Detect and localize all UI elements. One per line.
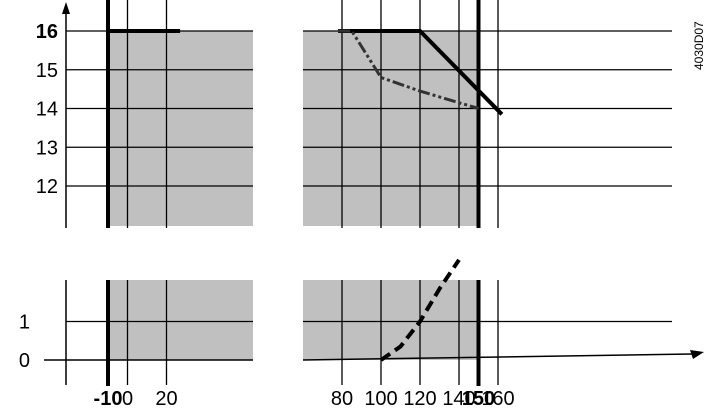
limit-lines: [106, 0, 481, 386]
y-tick-label: 14: [36, 99, 58, 121]
x-tick-label: 80: [331, 388, 353, 410]
shade-lower-left: [108, 280, 253, 360]
shade-lower-right: [303, 280, 479, 360]
x-tick-label: 160: [481, 388, 514, 410]
x-axis-arrow: [690, 350, 704, 359]
y-tick-label: 16: [36, 21, 58, 43]
shade-upper-right: [303, 31, 479, 226]
axes: [44, 2, 704, 385]
y-tick-label: 0: [19, 350, 30, 372]
series-lower-dashed: [379, 258, 461, 362]
x-tick-label: 0: [122, 388, 133, 410]
x-axis-right: [302, 353, 693, 361]
y-tick-label: 13: [36, 137, 58, 159]
series-upper-solid: [108, 29, 504, 116]
x-tick-label: 150: [462, 388, 495, 410]
y-tick-label: 1: [19, 312, 30, 334]
x-tick-label: 140: [442, 388, 475, 410]
x-tick-label: 120: [403, 388, 436, 410]
shade-upper-left: [108, 31, 253, 226]
series-upper-dash-dot-dot: [338, 29, 479, 110]
y-tick-label: 15: [36, 60, 58, 82]
x-tick-label: 100: [364, 388, 397, 410]
y-tick-label: 12: [36, 176, 58, 198]
x-tick-label: -10: [94, 388, 123, 410]
shaded-regions: [108, 31, 479, 360]
grid-lines: [66, 0, 672, 385]
x-tick-label: 20: [155, 388, 177, 410]
y-axis-arrow: [62, 2, 70, 14]
figure-code: 4030D07: [692, 21, 706, 70]
data-series: [108, 29, 504, 362]
